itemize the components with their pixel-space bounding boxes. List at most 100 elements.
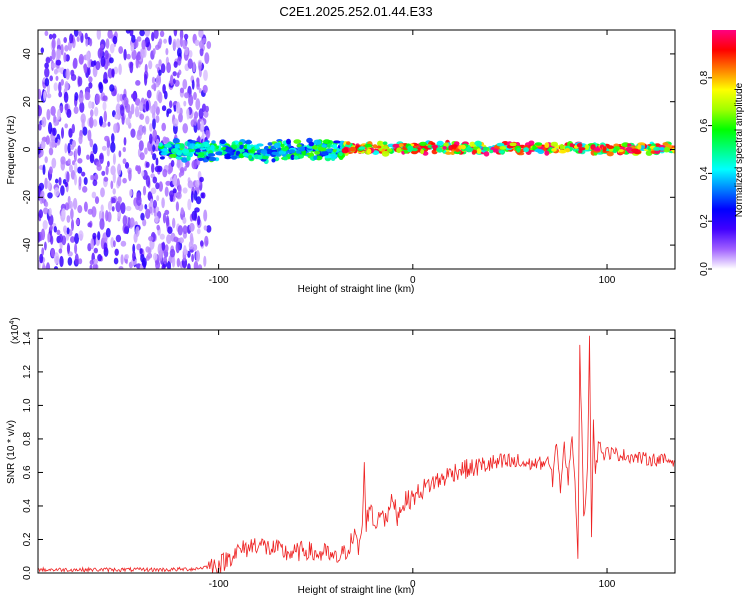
spectrogram-cell <box>122 177 127 184</box>
spectrogram-cell <box>215 151 223 156</box>
spectrogram-y-tick-label: -40 <box>22 237 33 252</box>
spectrogram-cell <box>156 224 160 231</box>
spectrogram-cell <box>150 105 155 114</box>
spectrogram-cell <box>125 117 131 126</box>
spectrogram-cell <box>109 84 115 92</box>
spectrogram-cell <box>152 129 158 142</box>
spectrogram-cell <box>606 145 615 150</box>
spectrogram-cell <box>55 75 59 81</box>
spectrogram-cell <box>167 168 172 175</box>
spectrogram-cell <box>100 204 104 213</box>
spectrogram-cell <box>38 231 41 243</box>
spectrogram-cell <box>196 228 201 235</box>
spectrogram-cell <box>367 148 372 155</box>
spectrogram-cell <box>204 235 209 247</box>
spectrogram-cell <box>153 252 158 261</box>
spectrogram-cell <box>61 208 66 219</box>
spectrogram-cell <box>44 156 48 164</box>
spectrogram-cell <box>56 229 61 235</box>
spectrogram-cell <box>149 123 153 132</box>
spectrogram-cell <box>51 37 56 50</box>
spectrogram-cell <box>160 151 168 156</box>
spectrogram-cell <box>432 145 438 150</box>
spectrogram-cell <box>74 92 79 101</box>
spectrogram-cell <box>254 145 260 149</box>
spectrogram-cell <box>143 125 147 135</box>
spectrogram-cell <box>200 119 204 131</box>
spectrogram-cell <box>492 148 499 153</box>
spectrogram-cell <box>155 157 159 166</box>
spectrogram-cell <box>53 266 59 269</box>
spectrogram-cell <box>131 34 136 43</box>
spectrogram-cell <box>80 113 86 124</box>
spectrogram-cell <box>67 142 71 154</box>
spectrogram-cell <box>293 139 302 144</box>
spectrogram-cell <box>61 127 64 139</box>
spectrogram-cell <box>90 175 95 181</box>
spectrogram-cell <box>52 127 57 136</box>
spectrogram-cell <box>138 124 144 136</box>
spectrogram-cell <box>41 196 45 204</box>
spectrogram-cell <box>509 142 517 147</box>
spectrogram-cell <box>93 247 99 254</box>
spectrogram-cell <box>169 74 174 87</box>
spectrogram-cell <box>136 243 142 251</box>
spectrogram-cell <box>87 129 92 142</box>
spectrogram-cell <box>89 138 94 148</box>
spectrogram-cell <box>210 144 215 151</box>
spectrogram-cell <box>165 180 171 186</box>
spectrogram-cell <box>63 52 67 63</box>
spectrogram-cell <box>219 139 226 144</box>
spectrogram-cell <box>631 148 639 153</box>
spectrogram-cell <box>569 143 574 148</box>
spectrogram-cell <box>321 150 329 156</box>
spectrogram-cell <box>164 244 169 253</box>
spectrogram-cell <box>136 36 142 42</box>
spectrogram-cell <box>50 248 55 258</box>
snr-panel: -100 0 100 0.0 0.2 0.4 0.6 0.8 1.0 1.2 1.4 Height… <box>6 317 676 596</box>
spectrogram-cell <box>178 112 183 123</box>
spectrogram-cell <box>152 153 157 161</box>
spectrogram-cell <box>78 92 84 104</box>
spectrogram-cell <box>239 144 244 150</box>
spectrogram-cell <box>77 76 83 87</box>
spectrogram-cell <box>534 142 543 146</box>
spectrogram-cell <box>403 149 408 154</box>
spectrogram-cell <box>107 121 111 127</box>
spectrogram-cell <box>422 151 429 156</box>
spectrogram-cell <box>158 69 162 76</box>
spectrogram-cell <box>203 69 208 82</box>
spectrogram-cell <box>180 207 184 215</box>
spectrogram-cell <box>84 32 88 40</box>
spectrogram-cell <box>64 81 69 91</box>
spectrogram-cell <box>107 200 113 211</box>
spectrogram-cell <box>271 151 279 155</box>
spectrogram-cell <box>135 226 140 238</box>
spectrogram-cell <box>195 250 200 262</box>
spectrogram-cell <box>64 143 68 154</box>
spectrogram-cell <box>110 180 114 190</box>
spectrogram-cell <box>201 192 206 199</box>
colorbar-tick-label: 0.6 <box>699 118 710 132</box>
spectrogram-cell <box>46 93 52 99</box>
spectrogram-cell <box>50 235 54 245</box>
spectrogram-cell <box>476 148 482 155</box>
snr-y-label: SNR (10 * v/v) <box>6 420 17 484</box>
spectrogram-cell <box>74 253 79 265</box>
spectrogram-cell <box>175 101 181 114</box>
spectrogram-cell <box>181 157 189 163</box>
spectrogram-cell <box>183 33 189 40</box>
snr-x-label: Height of straight line (km) <box>298 585 415 596</box>
spectrogram-cell <box>92 232 97 240</box>
spectrogram-cell <box>114 114 120 120</box>
spectrogram-cell <box>139 113 145 120</box>
spectrogram-cell <box>67 195 71 205</box>
spectrogram-cell <box>152 176 158 184</box>
spectrogram-cell <box>172 217 176 229</box>
spectrogram-cell <box>60 156 66 165</box>
spectrogram-cell <box>159 233 165 240</box>
spectrogram-cell <box>173 104 177 112</box>
spectrogram-cell <box>149 133 153 145</box>
spectrogram-cell <box>87 222 92 228</box>
spectrogram-cell <box>442 146 447 150</box>
